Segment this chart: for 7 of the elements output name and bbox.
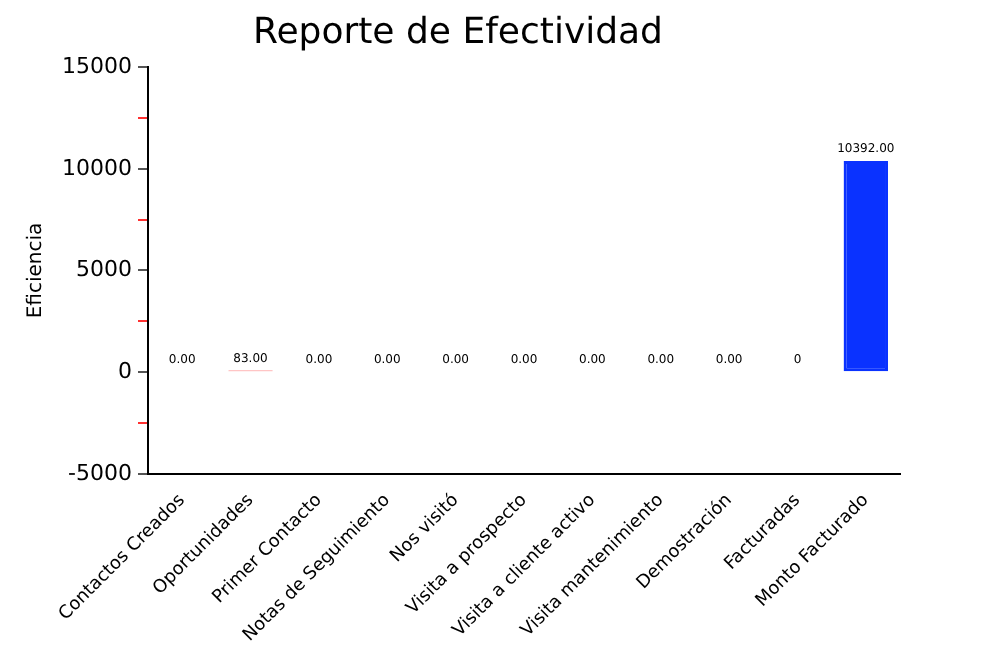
y-tick-label: 5000 [75,256,132,283]
y-tick-label: 15000 [61,52,132,79]
y-tick-label: -5000 [68,459,132,486]
y-tick-label: 0 [117,357,132,384]
y-axis-title: Eficiencia [25,222,48,319]
y-tick-label: 10000 [61,154,132,181]
chart-title: Reporte de Efectividad [253,10,663,53]
